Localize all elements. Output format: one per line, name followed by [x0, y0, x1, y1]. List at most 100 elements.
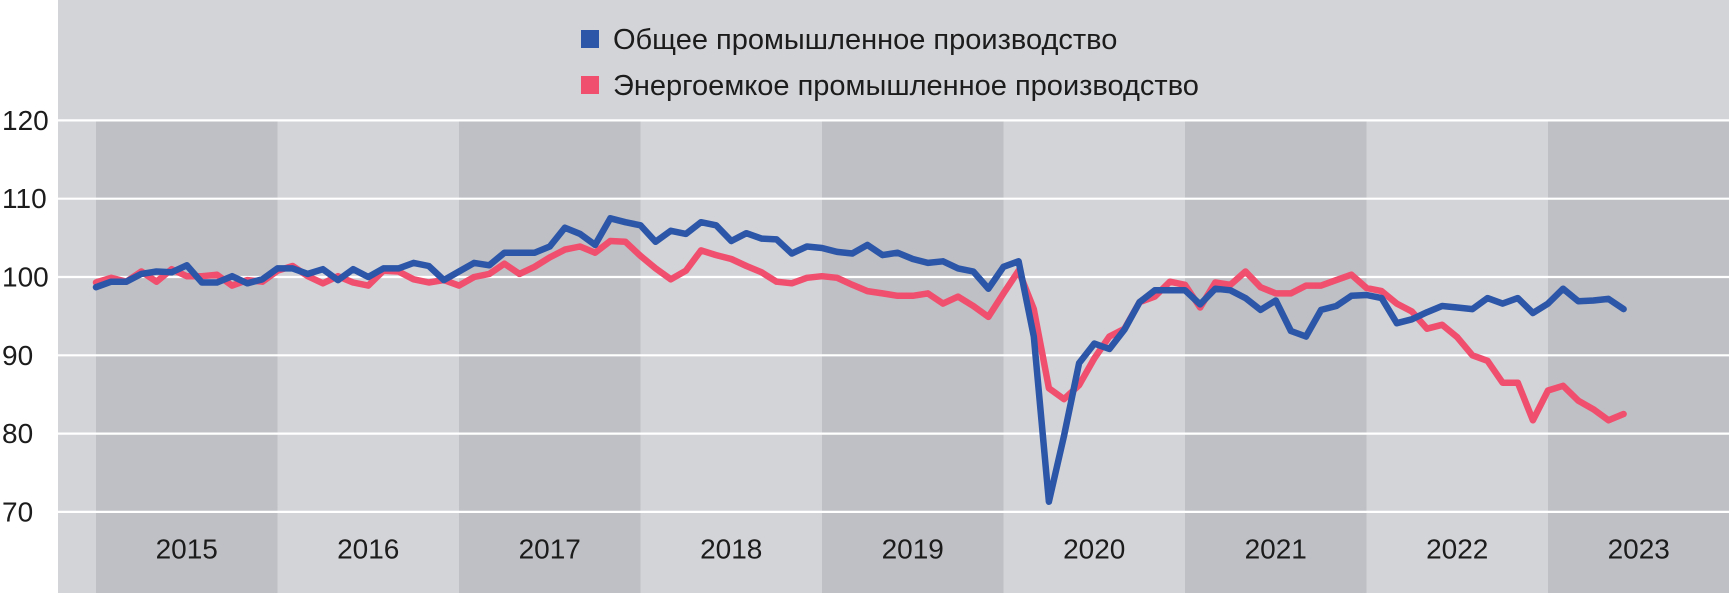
data-point [410, 259, 417, 266]
data-point [198, 279, 205, 286]
data-point [501, 249, 508, 256]
data-point [365, 282, 372, 289]
year-band [459, 120, 641, 594]
data-point [1333, 277, 1340, 284]
data-point [637, 222, 644, 229]
data-point [667, 227, 674, 234]
data-point [1424, 325, 1430, 332]
data-point [1303, 282, 1309, 289]
data-point [1439, 303, 1446, 309]
data-point [743, 230, 750, 237]
data-point [1529, 417, 1536, 424]
data-point [1590, 297, 1597, 304]
data-point [1212, 285, 1219, 292]
data-point [1348, 292, 1355, 299]
data-point [1408, 308, 1415, 315]
data-point [1499, 379, 1506, 386]
data-point [698, 219, 704, 226]
data-point [682, 230, 689, 237]
data-point [214, 279, 220, 286]
data-point [350, 279, 357, 286]
data-point [652, 238, 659, 245]
data-point [214, 271, 220, 278]
x-tick-label: 2015 [156, 534, 218, 565]
data-point [1333, 303, 1340, 309]
data-point [1000, 290, 1007, 297]
data-point [713, 222, 720, 229]
data-point [940, 300, 946, 307]
legend-marker [581, 30, 599, 48]
data-point [803, 243, 810, 250]
data-point [1393, 300, 1400, 307]
series-lines [92, 215, 1627, 505]
data-point [1257, 306, 1264, 313]
data-point [471, 274, 478, 280]
data-point [909, 292, 916, 299]
data-point [1091, 355, 1098, 362]
x-tick-label: 2021 [1245, 534, 1307, 565]
data-point [1620, 306, 1627, 313]
data-point [440, 277, 447, 284]
data-point [1212, 279, 1219, 286]
data-point [1061, 432, 1067, 439]
data-point [1076, 360, 1083, 367]
data-point [1378, 288, 1385, 295]
data-point [894, 249, 901, 256]
data-point [546, 254, 553, 261]
legend-item: Энергоемкое промышленное производство [581, 70, 1199, 102]
legend-label: Энергоемкое промышленное производство [613, 70, 1199, 102]
data-point [803, 274, 810, 281]
data-point [1545, 387, 1551, 394]
data-point [970, 268, 977, 275]
x-tick-label: 2023 [1608, 534, 1670, 565]
data-point [622, 238, 629, 245]
data-point [864, 288, 871, 295]
data-point [1121, 326, 1128, 333]
data-point [864, 241, 871, 248]
data-point [516, 270, 523, 277]
data-point [244, 280, 251, 287]
data-point [1045, 385, 1052, 392]
data-point [425, 279, 432, 286]
data-point [1242, 295, 1249, 302]
data-point [289, 265, 296, 272]
data-point [1136, 299, 1143, 306]
data-point [1499, 300, 1506, 307]
data-point [380, 265, 387, 272]
data-point [229, 273, 236, 280]
data-point [1166, 287, 1173, 294]
data-point [183, 262, 190, 269]
data-point [229, 282, 236, 289]
data-point [561, 246, 568, 253]
data-point [1061, 396, 1067, 403]
x-tick-label: 2017 [519, 534, 581, 565]
data-point [985, 285, 992, 292]
data-point [758, 235, 765, 242]
data-point [561, 224, 568, 231]
data-point [1575, 397, 1582, 404]
data-point [153, 278, 160, 285]
legend-item: Общее промышленное производство [581, 24, 1117, 56]
data-point [819, 245, 825, 251]
data-point [637, 252, 644, 259]
data-point [1424, 309, 1430, 316]
data-point [909, 256, 916, 262]
data-point [486, 262, 493, 269]
data-point [93, 284, 99, 291]
data-point [924, 259, 931, 266]
data-point [1272, 297, 1279, 304]
data-point [1439, 321, 1446, 328]
data-point [456, 282, 462, 289]
data-point [1182, 287, 1188, 294]
x-tick-label: 2018 [700, 534, 762, 565]
data-point [1303, 333, 1309, 340]
x-tick-label: 2019 [882, 534, 944, 565]
data-point [1106, 333, 1113, 340]
data-point [1408, 316, 1415, 323]
series [92, 237, 1627, 424]
data-point [1469, 306, 1476, 313]
data-point [849, 281, 856, 288]
data-point [1091, 340, 1098, 347]
data-point [577, 230, 583, 237]
data-point [1575, 298, 1582, 305]
